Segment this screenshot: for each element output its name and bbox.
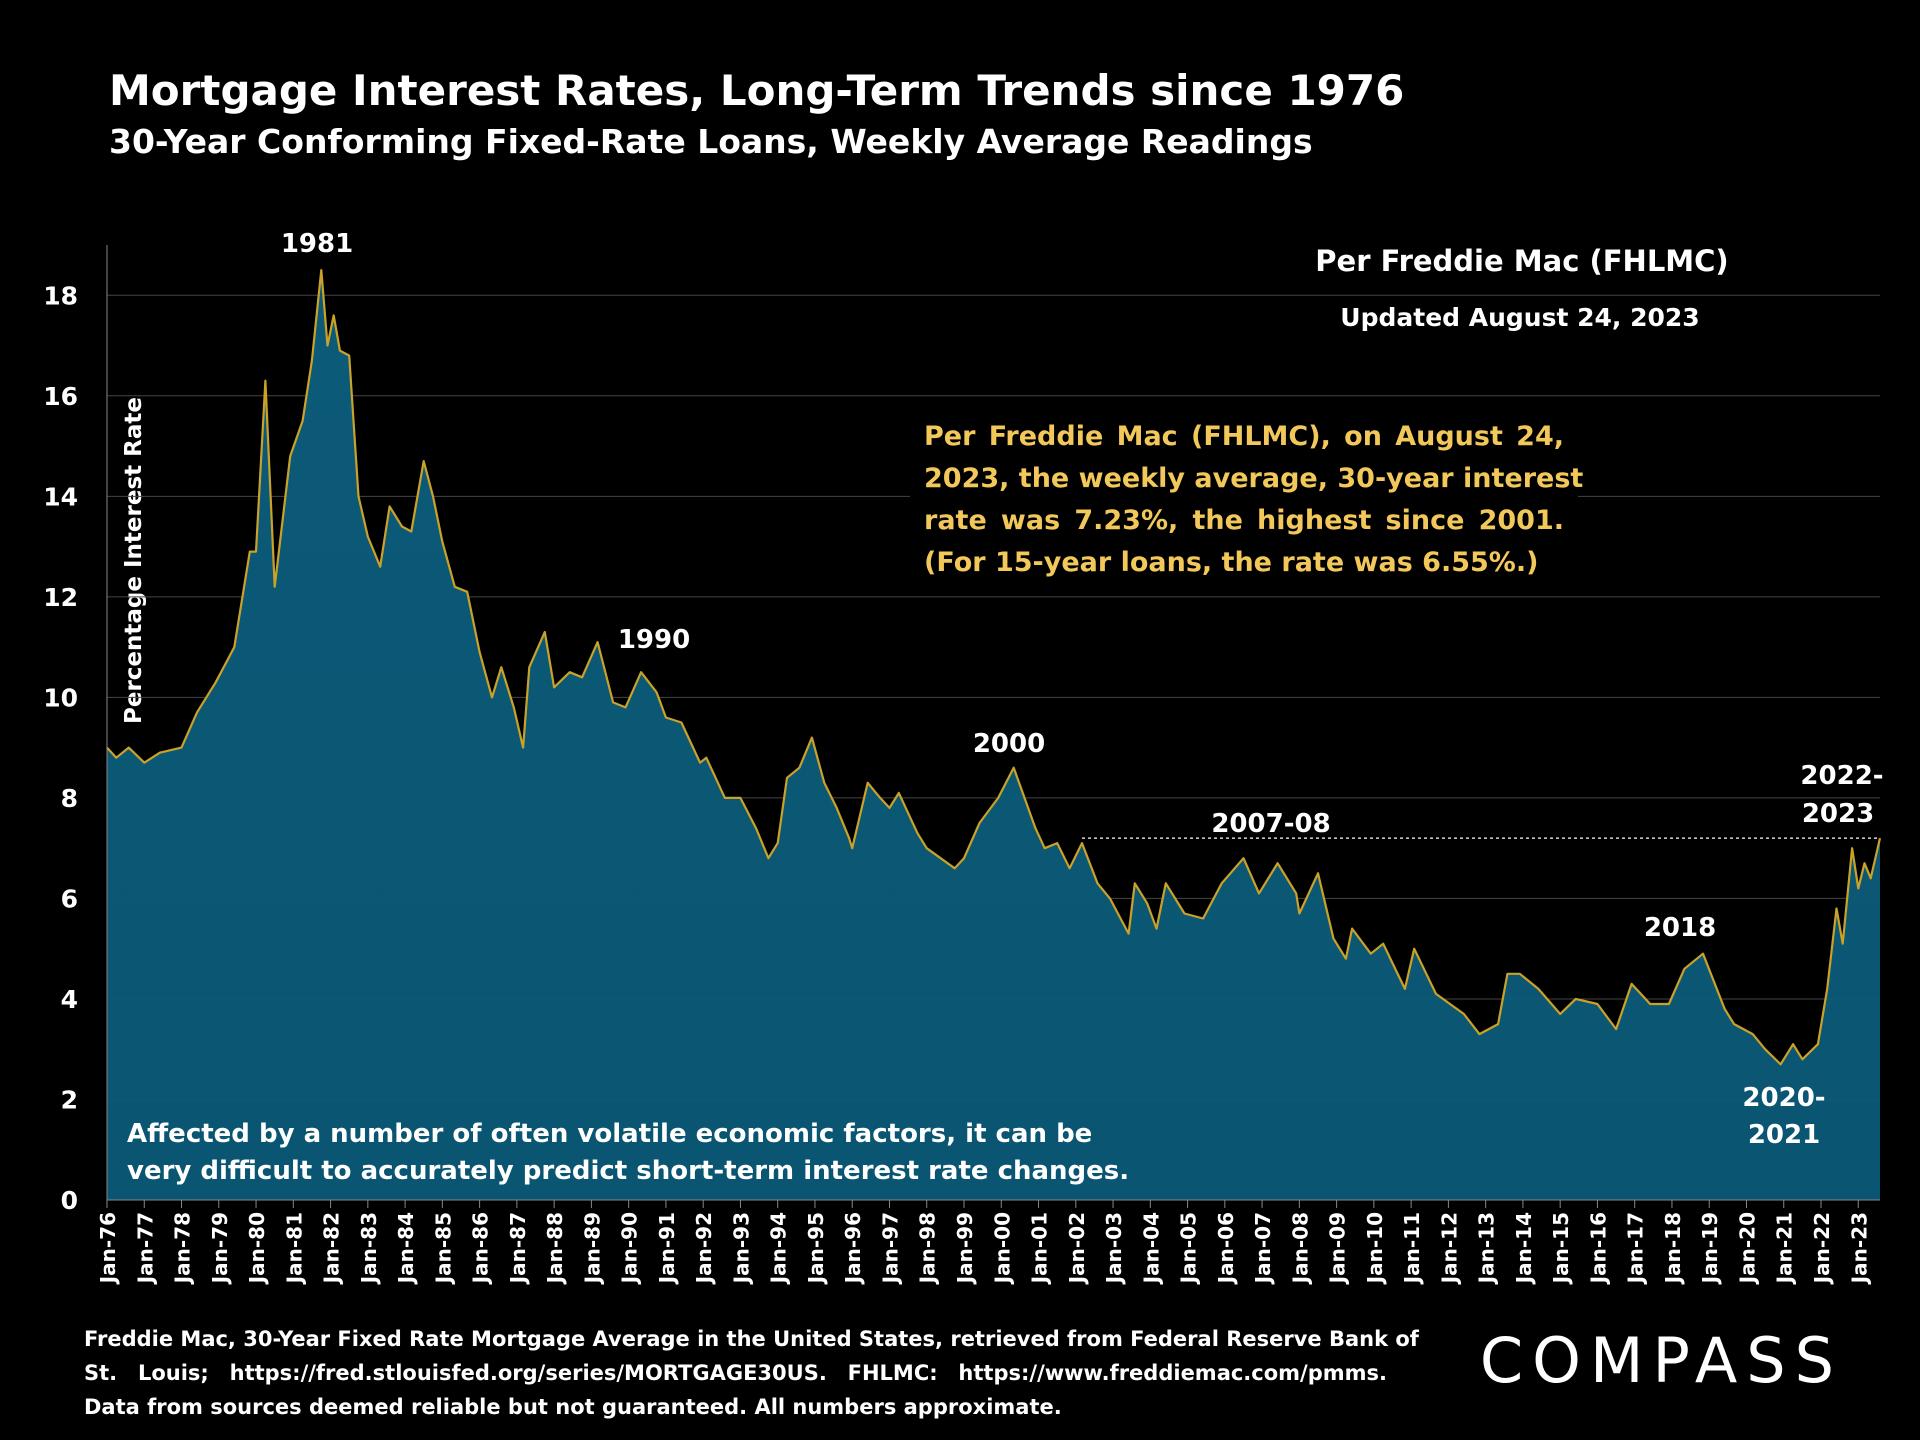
text-line: rate was 7.23%, the highest since 2001.	[924, 505, 1564, 536]
text-line: Freddie Mac, 30-Year Fixed Rate Mortgage…	[84, 1327, 1419, 1351]
annotation: 2020-	[1742, 1083, 1825, 1113]
x-tick-label: Jan-98	[916, 1212, 940, 1285]
x-tick-label: Jan-80	[245, 1212, 269, 1285]
x-tick-label: Jan-90	[618, 1212, 642, 1285]
annotation: 2023	[1802, 799, 1874, 829]
x-tick-label: Jan-89	[580, 1212, 604, 1285]
chart-title: Mortgage Interest Rates, Long-Term Trend…	[109, 66, 1404, 115]
x-tick-label: Jan-16	[1586, 1212, 1610, 1285]
y-tick-label: 12	[43, 583, 78, 612]
x-tick-label: Jan-79	[208, 1212, 232, 1285]
x-tick-label: Jan-15	[1549, 1212, 1573, 1285]
x-tick-label: Jan-03	[1102, 1212, 1126, 1285]
x-tick-label: Jan-21	[1773, 1212, 1797, 1285]
x-tick-label: Jan-92	[692, 1212, 716, 1285]
annotation: 2018	[1644, 913, 1716, 943]
y-tick-label: 6	[61, 884, 78, 913]
x-tick-label: Jan-00	[990, 1212, 1014, 1285]
x-tick-label: Jan-88	[543, 1212, 567, 1285]
annotation: 2021	[1748, 1120, 1820, 1150]
x-tick-label: Jan-06	[1214, 1212, 1238, 1285]
x-tick-label: Jan-01	[1028, 1212, 1052, 1285]
x-tick-label: Jan-97	[878, 1212, 902, 1285]
y-tick-label: 18	[43, 281, 78, 310]
chart-subtitle: 30-Year Conforming Fixed-Rate Loans, Wee…	[109, 122, 1313, 161]
x-tick-label: Jan-94	[767, 1212, 791, 1285]
x-tick-label: Jan-86	[469, 1212, 493, 1285]
text-line: 2023, the weekly average, 30-year intere…	[924, 463, 1584, 494]
x-tick-label: Jan-14	[1512, 1212, 1536, 1285]
x-tick-label: Jan-82	[320, 1212, 344, 1285]
x-tick-label: Jan-23	[1847, 1212, 1871, 1285]
x-tick-label: Jan-87	[506, 1212, 530, 1285]
text-line: (For 15-year loans, the rate was 6.55%.)	[924, 547, 1539, 578]
x-tick-label: Jan-91	[655, 1212, 679, 1285]
y-tick-label: 14	[43, 482, 78, 511]
x-tick-label: Jan-05	[1177, 1212, 1201, 1285]
logo: COMPASS	[1480, 1324, 1843, 1397]
highlight-note: Per Freddie Mac (FHLMC), on August 24, 20…	[910, 408, 1584, 592]
x-tick-label: Jan-96	[841, 1212, 865, 1285]
x-tick-label: Jan-93	[729, 1212, 753, 1285]
x-tick-label: Jan-08	[1288, 1212, 1312, 1285]
x-tick-label: Jan-81	[282, 1212, 306, 1285]
x-tick-label: Jan-10	[1363, 1212, 1387, 1285]
x-tick-label: Jan-12	[1437, 1212, 1461, 1285]
annotation: 2022-	[1800, 761, 1883, 791]
text-line: very difficult to accurately predict sho…	[127, 1156, 1130, 1186]
x-tick-label: Jan-07	[1251, 1212, 1275, 1285]
rate-area	[107, 270, 1880, 1201]
x-tick-label: Jan-99	[953, 1212, 977, 1285]
source-heading: Per Freddie Mac (FHLMC)	[1315, 244, 1728, 278]
x-tick-label: Jan-13	[1475, 1212, 1499, 1285]
x-tick-label: Jan-02	[1065, 1212, 1089, 1285]
x-tick-label: Jan-18	[1661, 1212, 1685, 1285]
x-tick-label: Jan-22	[1810, 1212, 1834, 1285]
x-tick-label: Jan-78	[171, 1212, 195, 1285]
volatility-note: Affected by a number of often volatile e…	[127, 1116, 1129, 1190]
y-tick-label: 2	[61, 1085, 78, 1114]
annotation: 2007-08	[1211, 809, 1330, 839]
y-tick-label: 0	[61, 1186, 78, 1215]
x-tick-label: Jan-77	[133, 1212, 157, 1285]
annotation: 1981	[281, 229, 353, 259]
x-tick-label: Jan-76	[96, 1212, 120, 1285]
annotation: 1990	[618, 625, 690, 655]
y-axis-label: Percentage Interest Rate	[121, 397, 147, 724]
y-tick-label: 10	[43, 683, 78, 712]
source-footer: Freddie Mac, 30-Year Fixed Rate Mortgage…	[84, 1322, 1419, 1424]
x-tick-label: Jan-95	[804, 1212, 828, 1285]
x-tick-label: Jan-19	[1698, 1212, 1722, 1285]
annotation: 2000	[973, 729, 1045, 759]
y-tick-label: 4	[61, 985, 78, 1014]
x-tick-label: Jan-17	[1624, 1212, 1648, 1285]
text-line: St. Louis; https://fred.stlouisfed.org/s…	[84, 1361, 1387, 1385]
text-line: Data from sources deemed reliable but no…	[84, 1395, 1062, 1419]
x-tick-label: Jan-84	[394, 1212, 418, 1285]
x-tick-label: Jan-11	[1400, 1212, 1424, 1285]
x-tick-label: Jan-09	[1326, 1212, 1350, 1285]
x-tick-label: Jan-04	[1139, 1212, 1163, 1285]
y-tick-label: 16	[43, 382, 78, 411]
rate-line	[106, 269, 1882, 1066]
y-tick-label: 8	[61, 784, 78, 813]
x-tick-label: Jan-85	[431, 1212, 455, 1285]
x-tick-label: Jan-83	[357, 1212, 381, 1285]
text-line: Affected by a number of often volatile e…	[127, 1119, 1093, 1149]
text-line: Per Freddie Mac (FHLMC), on August 24,	[924, 421, 1564, 452]
x-tick-label: Jan-20	[1735, 1212, 1759, 1285]
updated-date: Updated August 24, 2023	[1340, 303, 1699, 332]
